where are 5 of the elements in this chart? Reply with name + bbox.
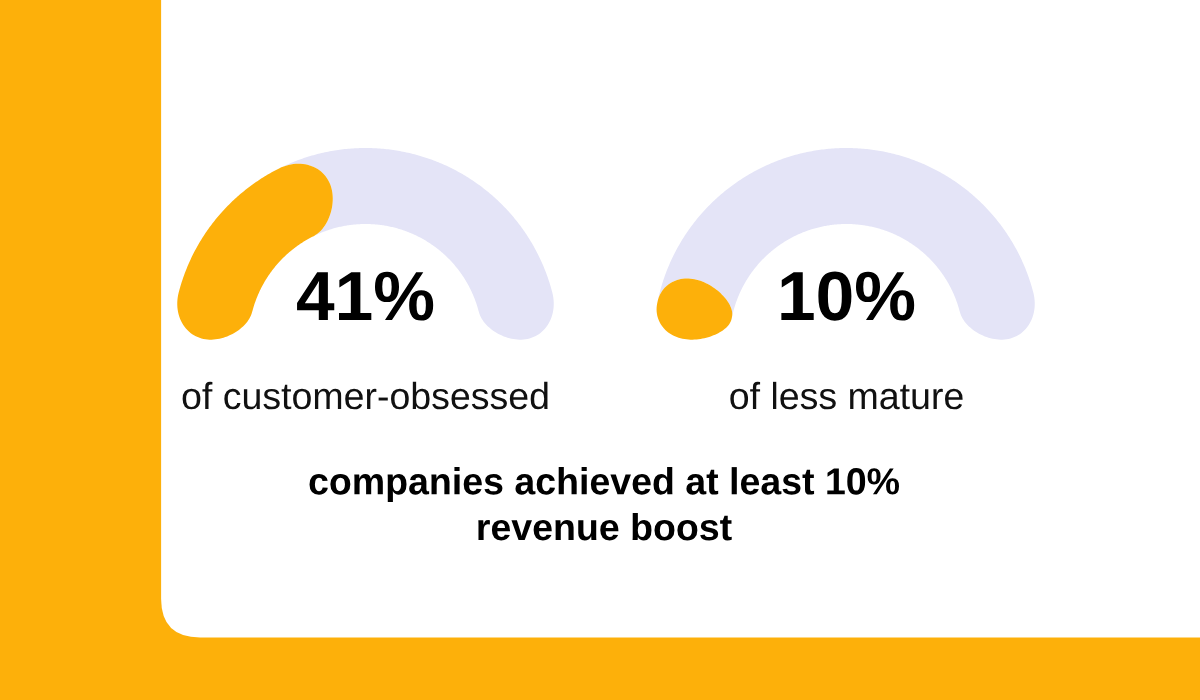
text: companies achieved at least 10% revenue boost xyxy=(309,467,900,541)
text: of less mature xyxy=(730,381,963,410)
text: of customer-obsessed xyxy=(182,381,548,410)
text: 10% xyxy=(781,271,915,321)
text: 41% xyxy=(297,271,434,321)
